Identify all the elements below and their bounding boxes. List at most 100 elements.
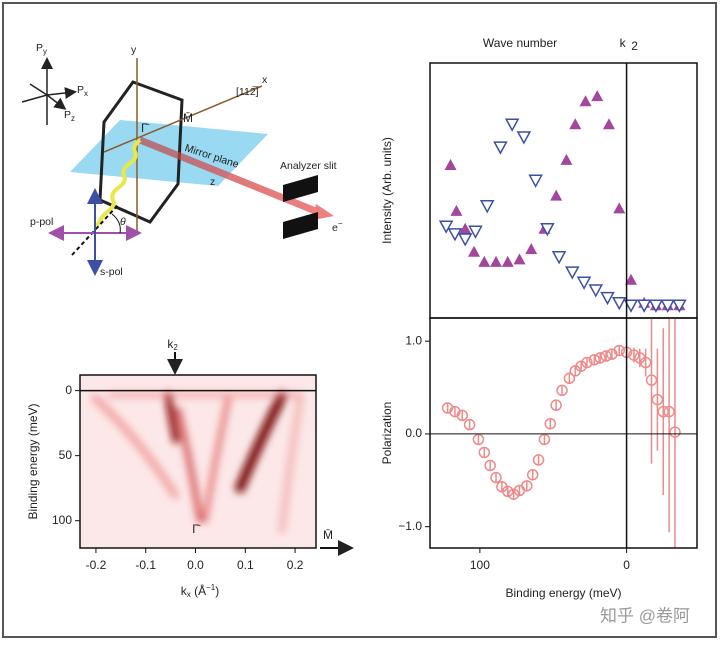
x-axis-label: kx (Å−1) (181, 583, 219, 599)
point (490, 255, 503, 267)
point (447, 228, 463, 242)
dashed-line (71, 204, 119, 256)
label: θ (120, 216, 126, 228)
point (544, 417, 557, 430)
point (645, 374, 658, 386)
label: y (131, 44, 137, 56)
point (588, 353, 601, 366)
point (563, 372, 576, 385)
k-label: k (620, 36, 627, 50)
point (611, 296, 627, 311)
y-tick-label: 0.0 (405, 426, 422, 440)
point (521, 480, 533, 492)
point (556, 384, 568, 397)
top-label: Wave number (483, 36, 557, 50)
point (479, 200, 495, 214)
arrow (46, 94, 67, 110)
label: e− (332, 219, 343, 234)
point (484, 459, 496, 472)
point (532, 454, 545, 466)
point (575, 360, 587, 372)
y-tick-label: 1.0 (405, 333, 422, 347)
marks (438, 90, 687, 313)
label: Analyzer slit (280, 160, 337, 172)
point (490, 471, 502, 484)
arrow (46, 87, 77, 99)
y-tick-label: 50 (59, 448, 73, 462)
label: [112̅] (236, 86, 260, 98)
plot-frame (429, 317, 698, 549)
label: Γ̄ (141, 121, 150, 135)
point (468, 245, 481, 257)
label: Px (77, 84, 88, 98)
point (457, 233, 473, 247)
point (516, 131, 532, 145)
point (513, 253, 526, 265)
point (576, 276, 592, 290)
diagram: Py Px Pz y x [112̅] Γ̄ M̄ Mirror plane z… (21, 42, 343, 278)
point (550, 189, 563, 201)
watermark: 知乎 @卷阿 (600, 606, 690, 625)
plot-frame (79, 374, 317, 549)
point (478, 255, 491, 267)
y-tick-label: 100 (52, 513, 72, 527)
point (551, 251, 567, 265)
label: p-pol (30, 216, 53, 228)
m-label: M̄ (323, 528, 333, 542)
label-part: −1 (206, 583, 216, 592)
point (600, 350, 612, 362)
y-tick-label: −1.0 (398, 519, 422, 533)
point (657, 405, 670, 418)
point (581, 356, 593, 369)
arpes-image (80, 375, 316, 548)
point (438, 220, 454, 234)
label: x (262, 74, 268, 86)
gamma-label: Γ̄ (192, 522, 201, 536)
point (613, 344, 625, 357)
point (502, 485, 514, 498)
point (624, 273, 637, 285)
photon (95, 138, 142, 227)
label: z (210, 176, 215, 188)
point (528, 174, 543, 188)
point (507, 488, 520, 500)
point (651, 393, 664, 406)
point (660, 299, 675, 313)
point (550, 399, 562, 411)
point (639, 356, 652, 369)
k-marker: k2 (167, 337, 178, 352)
point (569, 118, 582, 130)
point (628, 349, 640, 361)
angle-arc (111, 213, 121, 234)
point (591, 90, 604, 102)
label-part: (Å (191, 583, 206, 598)
label-part: k (167, 337, 174, 351)
point (560, 153, 573, 165)
k-label: 2 (631, 39, 638, 53)
point (478, 446, 491, 459)
point (672, 299, 687, 313)
point (456, 409, 469, 422)
point (463, 418, 476, 431)
point (588, 284, 604, 298)
label-part: 2 (173, 343, 178, 352)
point (613, 202, 626, 214)
x-tick-label: -0.1 (135, 558, 156, 572)
beam-head (313, 204, 334, 220)
label: Py (36, 42, 47, 56)
x-tick-label: 0.2 (287, 558, 304, 572)
plot: -0.2 -0.1 0.0 0.1 0.2 0 50 100 Binding energy (m… (26, 337, 333, 599)
point (444, 159, 457, 170)
x-tick-label: 0.1 (237, 558, 254, 572)
plot: 100 0 1.0 0.0 −1.0 Polarization Binding energy… (380, 317, 698, 600)
point (459, 222, 472, 234)
point (525, 243, 538, 255)
point (468, 225, 483, 239)
label: s-pol (100, 266, 123, 278)
point (600, 291, 615, 306)
x-tick-label: 0.0 (187, 558, 204, 572)
x-tick-label: -0.2 (86, 558, 107, 572)
point (501, 255, 514, 267)
point (594, 352, 606, 364)
point (579, 95, 592, 107)
